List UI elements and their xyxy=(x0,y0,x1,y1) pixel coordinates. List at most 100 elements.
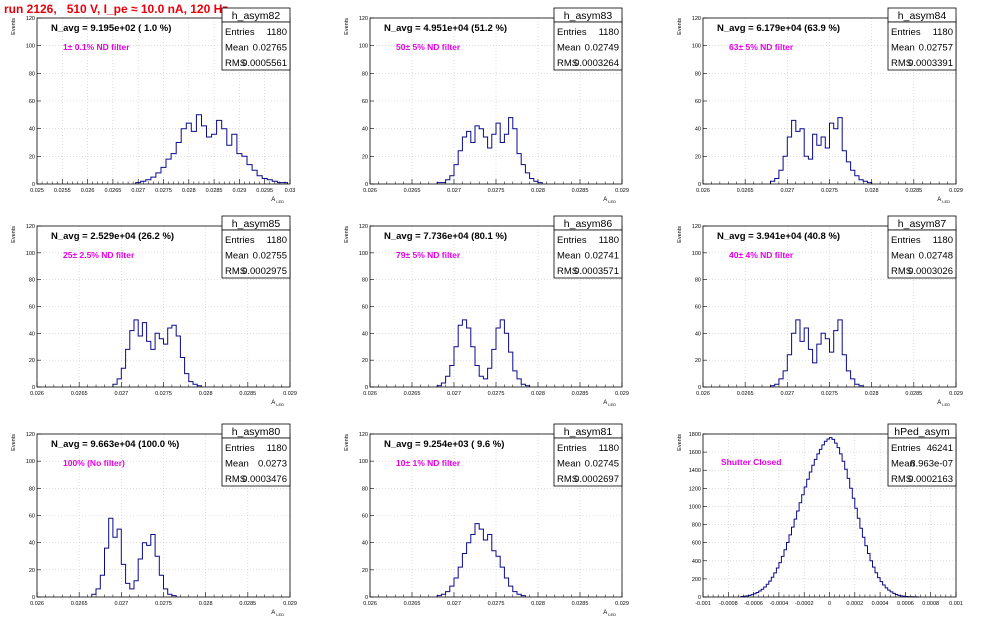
stats-value: 0.0005561 xyxy=(242,58,287,69)
stats-label: Entries xyxy=(891,443,921,454)
stats-value: 1180 xyxy=(933,235,953,246)
x-tick-label: 0.001 xyxy=(949,601,963,607)
x-tick-label: 0.028 xyxy=(182,188,196,194)
stats-value: 0.0002975 xyxy=(242,266,287,277)
stats-value: 0.02741 xyxy=(585,251,619,262)
x-tick-label: 0.026 xyxy=(363,601,377,607)
histogram-panel: 0 20 40 60 80 100 120 0.026 0.0265 0.027 0.0275 0.0… xyxy=(11,215,297,407)
histogram-line xyxy=(436,319,531,387)
stats-label: Mean xyxy=(891,251,915,262)
stats-box xyxy=(887,437,957,487)
x-tick-label: 0.0285 xyxy=(239,601,256,607)
x-tick-label: 0.0265 xyxy=(104,188,121,194)
x-tick-label: 0.0275 xyxy=(821,188,838,194)
histogram-panel: 0 20 40 60 80 100 120 0.026 0.0265 0.027 0.0275 0.0… xyxy=(344,215,629,407)
x-tick-label: 0.0275 xyxy=(488,601,505,607)
y-tick-label: 80 xyxy=(29,71,35,77)
stats-label: RMS xyxy=(891,58,912,69)
y-tick-label: 120 xyxy=(359,432,368,438)
histogram-panel: 0 20 40 60 80 100 120 0.026 0.0265 0.027 0.0275 0.0… xyxy=(677,7,963,204)
y-tick-label: 0 xyxy=(32,385,35,391)
y-axis-label: Events xyxy=(677,226,683,243)
x-tick-label: 0.026 xyxy=(363,188,377,194)
annotation-filter: 10± 1% ND filter xyxy=(396,458,461,468)
y-axis-label: Events xyxy=(344,434,350,451)
x-tick-label: -0.001 xyxy=(695,601,711,607)
x-tick-label: 0.027 xyxy=(447,391,461,397)
y-tick-label: 120 xyxy=(26,224,35,230)
x-tick-label: -0.0008 xyxy=(719,601,738,607)
y-tick-label: 1200 xyxy=(689,486,701,492)
x-tick-label: 0.028 xyxy=(865,188,879,194)
x-tick-label: 0.0285 xyxy=(572,188,589,194)
histogram-line xyxy=(740,437,919,598)
x-tick-label: 0.0265 xyxy=(737,391,754,397)
stats-label: Entries xyxy=(557,443,587,454)
stats-value: 1180 xyxy=(599,27,619,38)
y-tick-label: 20 xyxy=(29,154,35,160)
x-tick-label: 0.025 xyxy=(30,188,44,194)
x-tick-label: 0.026 xyxy=(81,188,95,194)
x-tick-label: 0.0275 xyxy=(155,188,172,194)
y-axis-label: Events xyxy=(677,434,683,451)
y-tick-label: 0 xyxy=(365,595,368,601)
y-axis-label: Events xyxy=(677,18,683,35)
x-tick-label: 0.028 xyxy=(865,391,879,397)
stats-box xyxy=(553,21,623,71)
y-axis-label: Events xyxy=(11,434,17,451)
x-tick-label: 0.0275 xyxy=(155,601,172,607)
y-tick-label: 60 xyxy=(362,305,368,311)
stats-box xyxy=(887,229,957,279)
x-tick-label: 0.0008 xyxy=(922,601,939,607)
x-tick-label: 0.0006 xyxy=(897,601,914,607)
histogram-line xyxy=(770,319,864,387)
annotation-filter: 63± 5% ND filter xyxy=(729,42,794,52)
stats-hist-name: hPed_asym xyxy=(894,426,950,438)
annotation-navg: N_avg = 4.951e+04 (51.2 %) xyxy=(384,23,507,34)
y-tick-label: 40 xyxy=(362,541,368,547)
x-tick-label: 0.0265 xyxy=(71,601,88,607)
y-tick-label: 100 xyxy=(26,44,35,50)
stats-label: Mean xyxy=(557,43,581,54)
stats-value: 0.0273 xyxy=(258,459,287,470)
y-tick-label: 120 xyxy=(692,16,701,22)
stats-hist-name: h_asym80 xyxy=(232,426,281,438)
y-axis-label: Events xyxy=(344,226,350,243)
x-axis-label: ALED xyxy=(937,197,950,204)
x-tick-label: 0.0285 xyxy=(905,391,922,397)
x-axis-label: ALED xyxy=(603,197,616,204)
x-tick-label: 0.0255 xyxy=(54,188,71,194)
stats-value: 0.0003476 xyxy=(242,474,287,485)
y-tick-label: 120 xyxy=(26,16,35,22)
annotation-filter: 50± 5% ND filter xyxy=(396,42,461,52)
x-axis-label: ALED xyxy=(603,400,616,407)
stats-label: Mean xyxy=(891,459,915,470)
x-tick-label: 0.029 xyxy=(233,188,247,194)
stats-value: 0.0003026 xyxy=(908,266,953,277)
annotation-navg: N_avg = 9.195e+02 ( 1.0 %) xyxy=(51,23,171,34)
x-tick-label: 0.027 xyxy=(447,601,461,607)
y-tick-label: 1600 xyxy=(689,450,701,456)
x-tick-label: 0.029 xyxy=(949,188,963,194)
y-axis-label: Events xyxy=(344,18,350,35)
y-tick-label: 0 xyxy=(698,595,701,601)
stats-hist-name: h_asym87 xyxy=(898,218,947,230)
x-tick-label: 0.0275 xyxy=(155,391,172,397)
stats-value: 0.02748 xyxy=(919,251,953,262)
y-tick-label: 40 xyxy=(29,331,35,337)
annotation-navg: N_avg = 9.663e+04 (100.0 %) xyxy=(51,439,179,450)
stats-hist-name: h_asym84 xyxy=(898,10,947,22)
x-tick-label: 0.0285 xyxy=(239,391,256,397)
stats-label: RMS xyxy=(557,266,578,277)
x-tick-label: 0.0265 xyxy=(404,391,421,397)
annotation-navg: N_avg = 7.736e+04 (80.1 %) xyxy=(384,231,507,242)
x-tick-label: 0.03 xyxy=(285,188,296,194)
stats-label: Entries xyxy=(225,443,255,454)
annotation-filter: 25± 2.5% ND filter xyxy=(63,250,135,260)
x-tick-label: 0.0295 xyxy=(256,188,273,194)
y-tick-label: 100 xyxy=(26,459,35,465)
stats-label: Mean xyxy=(557,251,581,262)
x-tick-label: 0.028 xyxy=(531,601,545,607)
x-tick-label: 0.026 xyxy=(696,391,710,397)
stats-label: Mean xyxy=(891,43,915,54)
